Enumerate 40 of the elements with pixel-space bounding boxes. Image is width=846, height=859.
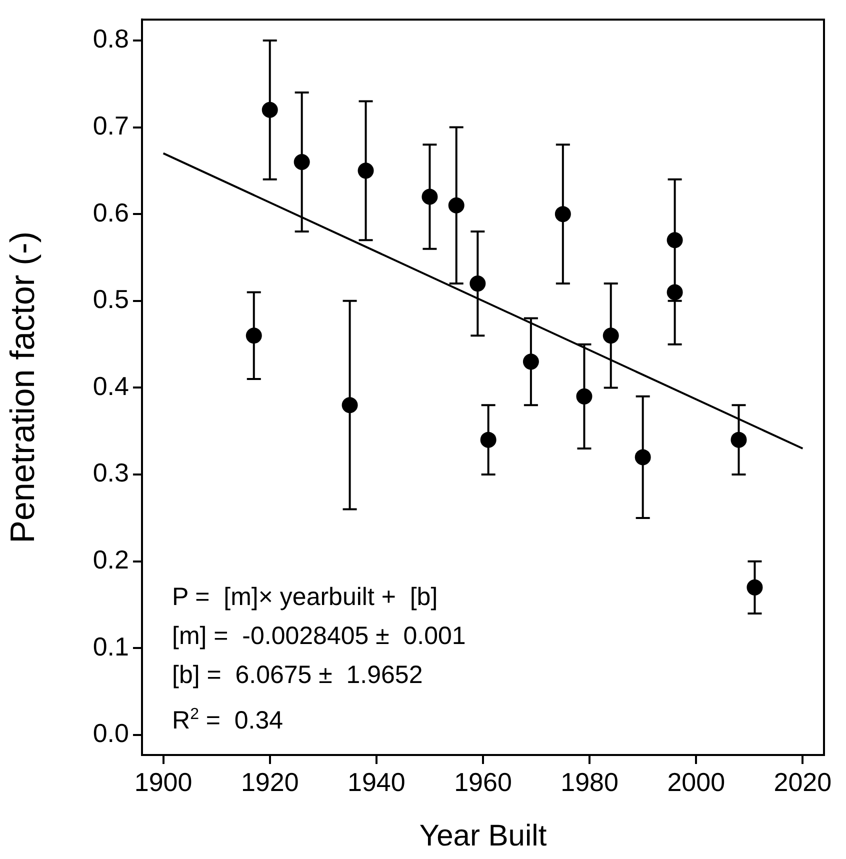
point (634, 449, 651, 466)
point (294, 154, 310, 170)
x-tick-label: 2020 (774, 766, 832, 797)
point (730, 432, 747, 448)
x-axis-title: Year Built (419, 819, 548, 852)
point (576, 388, 592, 404)
x-tick-label: 1980 (560, 766, 618, 797)
y-tick-label: 0.5 (92, 284, 129, 314)
point (448, 197, 464, 214)
y-tick-label: 0.2 (92, 544, 129, 575)
point (470, 276, 486, 292)
point (554, 206, 571, 222)
y-tick-label: 0.6 (92, 197, 129, 228)
point (666, 284, 683, 300)
x-tick-label: 1960 (454, 766, 512, 797)
point (746, 579, 763, 596)
x-tick-label: 1940 (348, 766, 406, 797)
annotation: P = [m]× yearbuilt + [b] (172, 583, 438, 611)
y-tick-label: 0.8 (92, 24, 129, 54)
y-tick-label: 0.1 (92, 631, 129, 662)
x-tick-label: 2000 (667, 766, 726, 797)
annotation: [b] = 6.0675 ± 1.9652 (172, 661, 423, 689)
x-tick-label: 1900 (134, 766, 192, 797)
annotation: [m] = -0.0028405 ± 0.001 (172, 622, 466, 650)
point (246, 328, 262, 344)
x-tick-label: 1920 (240, 766, 299, 797)
annotation: R$^{2}$ = 0.34 (172, 706, 284, 734)
y-axis-title: Penetration factor (-) (4, 231, 42, 544)
point (262, 102, 278, 118)
point (480, 432, 496, 448)
y-tick-label: 0.3 (92, 458, 129, 488)
point (666, 232, 683, 248)
point (342, 397, 358, 414)
y-tick-label: 0.4 (92, 370, 129, 401)
point (522, 354, 539, 370)
point (422, 188, 438, 205)
y-tick-label: 0.0 (92, 718, 129, 748)
point (602, 328, 619, 344)
point (358, 162, 374, 179)
y-tick-label: 0.7 (92, 110, 129, 140)
